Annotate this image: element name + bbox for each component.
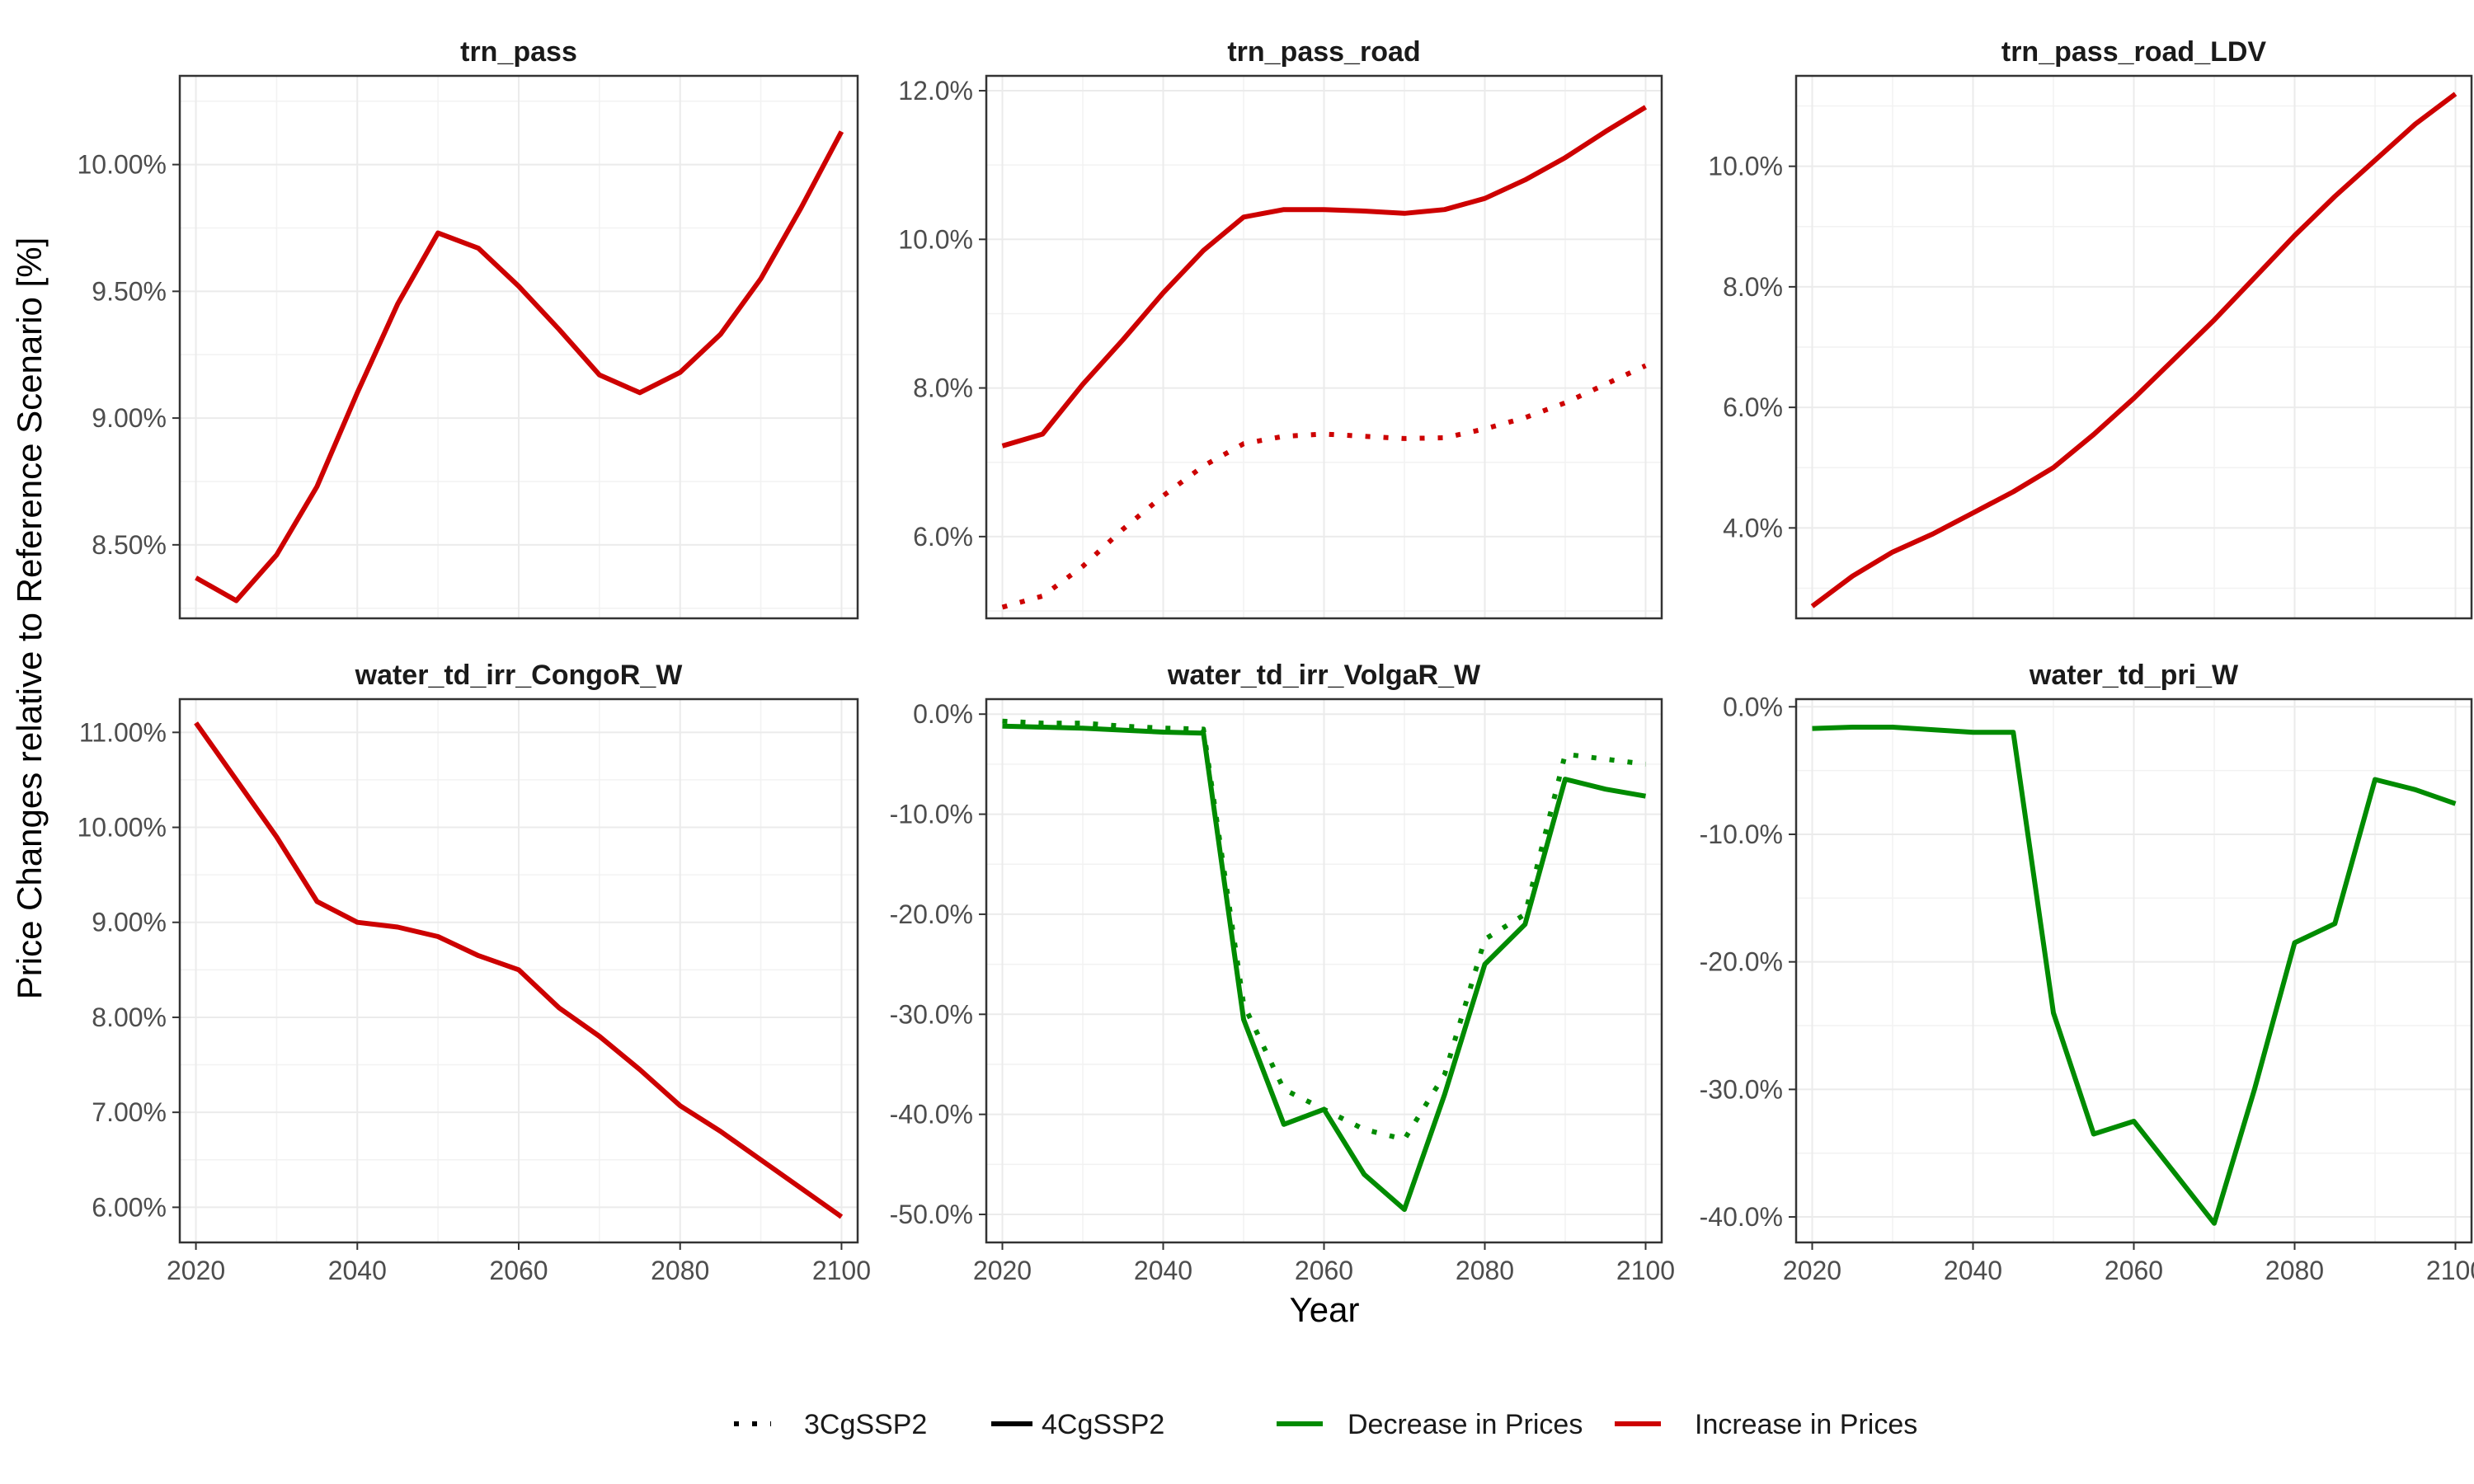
- legend-label: 4CgSSP2: [1042, 1409, 1164, 1440]
- panel-title: trn_pass_road: [1227, 36, 1420, 68]
- panel-title: trn_pass_road_LDV: [2001, 36, 2267, 68]
- y-tick-label: -30.0%: [890, 999, 973, 1029]
- x-tick-label: 2100: [1616, 1256, 1675, 1285]
- x-tick-label: 2100: [2426, 1256, 2474, 1285]
- panel-border: [985, 74, 1663, 620]
- legend-label: Decrease in Prices: [1348, 1409, 1583, 1440]
- y-tick-label: 10.00%: [77, 150, 167, 180]
- legend-item-4cgssp2: 4CgSSP2: [991, 1409, 1164, 1440]
- y-tick-label: 8.0%: [913, 373, 973, 403]
- x-tick-label: 2020: [167, 1256, 225, 1285]
- x-tick-label: 2040: [1134, 1256, 1192, 1285]
- panel-title: water_td_irr_CongoR_W: [355, 660, 684, 691]
- panel-title: water_td_irr_VolgaR_W: [1167, 660, 1481, 691]
- x-tick-label: 2040: [328, 1256, 387, 1285]
- y-tick-label: 6.00%: [92, 1192, 167, 1222]
- y-tick-label: 8.0%: [1723, 272, 1783, 302]
- x-tick-label: 2060: [2105, 1256, 2163, 1285]
- legend: 3CgSSP2 4CgSSP2 Decrease in Prices Increase…: [734, 1409, 1917, 1440]
- y-tick-label: 6.0%: [1723, 392, 1783, 422]
- y-axis-title: Price Changes relative to Reference Scen…: [10, 237, 49, 999]
- y-tick-label: -40.0%: [1700, 1202, 1783, 1232]
- y-tick-label: 12.0%: [898, 76, 973, 106]
- series-line-4cgssp2: [1810, 92, 2458, 608]
- x-tick-label: 2040: [1944, 1256, 2002, 1285]
- panel-trn-pass: trn_pass 8.50% 9.00% 9.50% 10.00%: [77, 36, 859, 620]
- y-tick-label: 7.00%: [92, 1097, 167, 1127]
- y-tick-label: 8.50%: [92, 530, 167, 560]
- y-tick-label: 4.0%: [1723, 513, 1783, 542]
- y-tick-label: -40.0%: [890, 1100, 973, 1129]
- panel-title: trn_pass: [460, 36, 577, 68]
- legend-item-decrease-in-prices: Decrease in Prices: [1277, 1409, 1583, 1440]
- series-line-3cgssp2: [1001, 363, 1647, 610]
- legend-label: Increase in Prices: [1695, 1409, 1917, 1440]
- y-tick-label: -20.0%: [1700, 947, 1783, 977]
- series-line-4cgssp2: [1002, 723, 1647, 1212]
- x-tick-label: 2060: [489, 1256, 548, 1285]
- y-tick-label: 9.00%: [92, 403, 167, 433]
- y-tick-label: -30.0%: [1700, 1074, 1783, 1104]
- x-tick-label: 2080: [1456, 1256, 1514, 1285]
- series-line-4cgssp2: [194, 721, 844, 1219]
- x-tick-label: 2080: [651, 1256, 709, 1285]
- y-tick-label: -10.0%: [1700, 819, 1783, 849]
- panel-water-td-irr-volgar-w: water_td_irr_VolgaR_W 0.0% -10.0% -20.0% -30…: [890, 660, 1675, 1285]
- y-tick-label: -20.0%: [890, 899, 973, 929]
- panel-water-td-pri-w: water_td_pri_W 0.0% -10.0% -20.0% -30.0% -40.…: [1700, 660, 2474, 1285]
- x-tick-label: 2060: [1295, 1256, 1353, 1285]
- legend-item-increase-in-prices: Increase in Prices: [1615, 1409, 1917, 1440]
- y-tick-label: 9.50%: [92, 276, 167, 306]
- y-tick-label: 10.0%: [898, 224, 973, 254]
- panel-water-td-irr-congor-w: water_td_irr_CongoR_W 6.00% 7.00% 8.00% 9.00…: [77, 660, 871, 1285]
- series-line-4cgssp2: [195, 130, 844, 603]
- y-tick-label: 6.0%: [913, 522, 973, 552]
- legend-item-3cgssp2: 3CgSSP2: [734, 1409, 927, 1440]
- x-tick-label: 2020: [973, 1256, 1032, 1285]
- panel-border: [1794, 74, 2473, 620]
- panel-trn-pass-road-ldv: trn_pass_road_LDV 4.0% 6.0% 8.0% 10.0%: [1708, 36, 2473, 620]
- y-tick-label: 8.00%: [92, 1003, 167, 1032]
- y-tick-label: -50.0%: [890, 1200, 973, 1229]
- series-line-4cgssp2: [1001, 105, 1648, 448]
- panel-trn-pass-road: trn_pass_road 6.0% 8.0% 10.0% 12.0%: [898, 36, 1663, 620]
- chart-panels: trn_pass 8.50% 9.00% 9.50% 10.00% trn_pass_ro…: [77, 36, 2474, 1285]
- x-axis-title: Year: [1290, 1290, 1360, 1329]
- legend-label: 3CgSSP2: [804, 1409, 927, 1440]
- y-tick-label: 10.0%: [1708, 152, 1783, 181]
- y-tick-label: 9.00%: [92, 908, 167, 937]
- series-line-4cgssp2: [1812, 725, 2457, 1226]
- x-tick-label: 2100: [812, 1256, 871, 1285]
- y-tick-label: 11.00%: [79, 717, 167, 747]
- x-tick-label: 2020: [1783, 1256, 1841, 1285]
- y-tick-label: 0.0%: [1723, 692, 1783, 721]
- y-tick-label: 10.00%: [77, 813, 167, 843]
- panel-title: water_td_pri_W: [2029, 660, 2239, 691]
- panel-border: [178, 74, 859, 620]
- y-tick-label: -10.0%: [890, 800, 973, 829]
- x-tick-label: 2080: [2265, 1256, 2324, 1285]
- y-tick-label: 0.0%: [913, 699, 973, 729]
